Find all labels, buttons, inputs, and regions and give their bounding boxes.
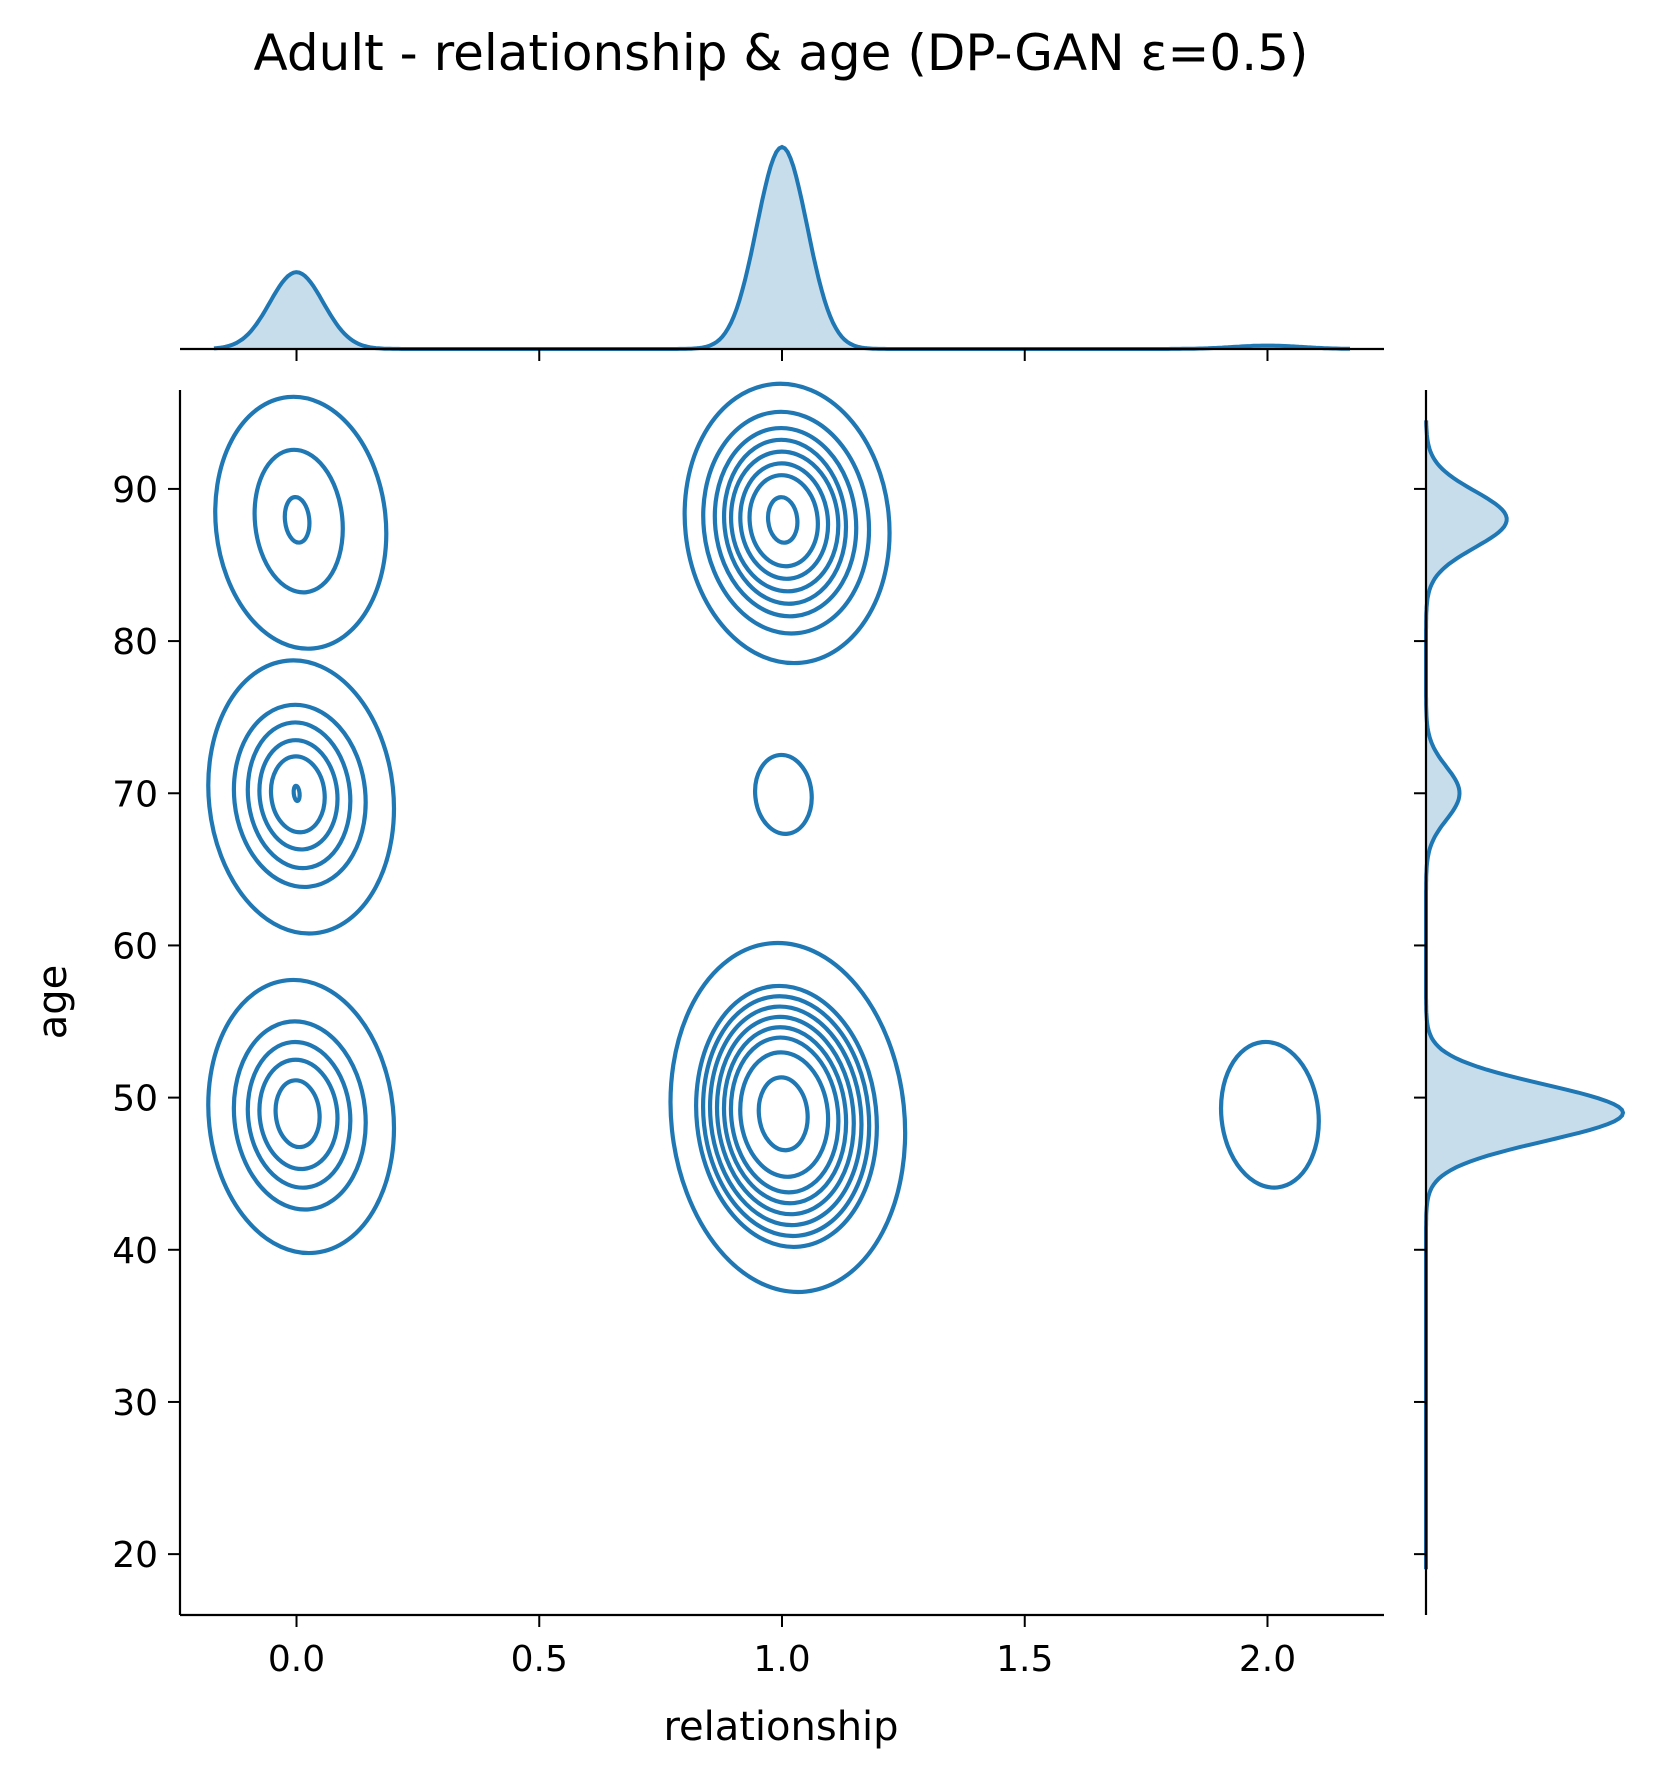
x-axis-ticks: 0.0 0.5 1.0 1.5 2.0 [268,1615,1296,1680]
y-axis-ticks: 20 30 40 50 60 70 80 90 [112,470,180,1576]
contour-level [291,783,302,804]
y-tick-label: 30 [112,1383,158,1424]
contour-level [756,1075,810,1153]
x-tick-label: 1.0 [753,1639,810,1680]
y-tick-label: 70 [112,774,158,815]
x-marginal-fill [213,147,1351,349]
contour-level [257,1057,340,1172]
y-marginal-fill [1426,420,1623,1570]
x-tick-label: 1.5 [996,1639,1053,1680]
contour-level [728,449,841,594]
contour-level [738,461,831,581]
contour-level [747,473,820,569]
contour-level [245,1039,353,1190]
x-tick-label: 0.0 [268,1639,325,1680]
contour-level [712,425,859,619]
y-tick-label: 60 [112,926,158,967]
y-marginal-line [1424,420,1626,1570]
x-marginal-density [213,144,1351,351]
contour-level [206,977,397,1256]
contour-level [282,494,312,545]
contour-level [721,437,849,606]
contour-level [753,752,814,836]
y-tick-label: 50 [112,1079,158,1120]
contour-level [707,1004,864,1228]
contour-level [245,720,353,871]
contour-level [268,754,327,835]
contour-level [213,394,389,651]
contour-level [682,381,892,666]
contour-level [206,658,397,936]
contour-level [721,1025,849,1206]
y-marginal-density [1424,420,1626,1570]
chart-title: Adult - relationship & age (DP-GAN ε=0.5… [254,24,1309,82]
x-tick-label: 0.5 [511,1639,568,1680]
contour-level [701,409,872,636]
contour-level [273,1078,322,1150]
y-tick-label: 40 [112,1231,158,1272]
contour-level [1218,1039,1321,1190]
y-tick-label: 20 [112,1535,158,1576]
contour-level [694,983,879,1250]
y-tick-label: 80 [112,622,158,663]
contour-level [714,1014,856,1217]
contour-level [738,1050,831,1179]
contour-level [700,994,872,1239]
x-tick-label: 2.0 [1239,1639,1296,1680]
contour-level [257,738,340,852]
contour-level [728,1035,841,1195]
contour-level [231,702,368,890]
contour-level [252,447,345,595]
contour-level [668,940,908,1295]
contour-level [231,1019,368,1212]
x-marginal-ticks [295,349,1269,361]
x-axis-label: relationship [663,1704,898,1750]
y-axis-label: age [30,965,76,1040]
joint-contour-plot [206,381,1321,1295]
y-tick-label: 90 [112,470,158,511]
y-marginal-ticks [1414,487,1426,1556]
contour-level [765,495,800,545]
